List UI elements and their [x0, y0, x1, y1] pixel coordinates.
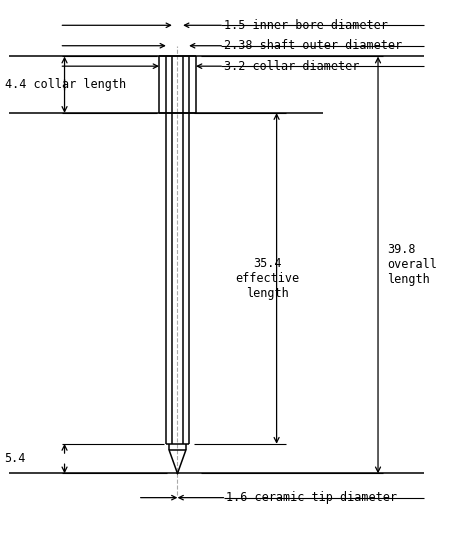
Text: 2.38 shaft outer diameter: 2.38 shaft outer diameter [224, 39, 402, 52]
Text: 1.6 ceramic tip diameter: 1.6 ceramic tip diameter [226, 491, 397, 504]
Text: 35.4
effective
length: 35.4 effective length [235, 257, 300, 300]
Text: 1.5 inner bore diameter: 1.5 inner bore diameter [224, 19, 387, 32]
Text: 5.4: 5.4 [5, 452, 26, 465]
Text: 3.2 collar diameter: 3.2 collar diameter [224, 60, 359, 73]
Text: 4.4 collar length: 4.4 collar length [5, 78, 126, 91]
Text: 39.8
overall
length: 39.8 overall length [387, 244, 437, 286]
